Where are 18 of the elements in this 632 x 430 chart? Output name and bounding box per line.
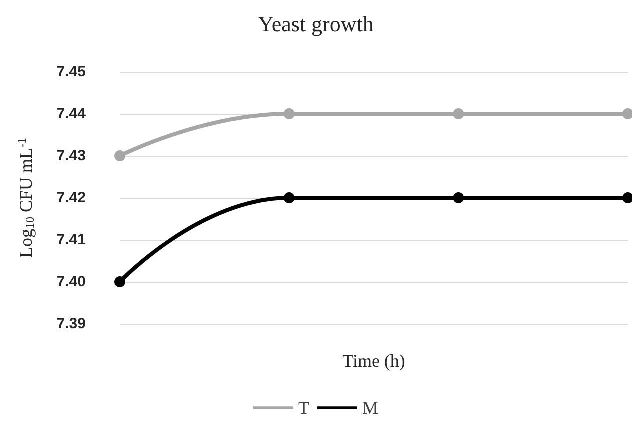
x-axis-title: Time (h) [342,351,406,371]
y-tick-label: 7.40 [56,274,86,290]
point [114,276,126,288]
point [284,108,295,120]
legend-label: T [298,398,310,418]
y-tick-label: 7.45 [56,64,86,80]
point [453,108,464,120]
point [284,192,295,204]
point [453,192,464,204]
y-tick-label: 7.41 [56,232,86,248]
legend-label: M [362,398,379,418]
y-tick-label: 7.44 [56,106,87,122]
y-tick-label: 7.42 [56,190,86,206]
y-tick-label: 7.43 [56,148,86,164]
y-axis-title: Log10 CFU mL-1 [15,138,37,258]
chart-title: Yeast growth [258,12,374,36]
y-tick-label: 7.39 [56,316,86,332]
point [114,150,126,162]
